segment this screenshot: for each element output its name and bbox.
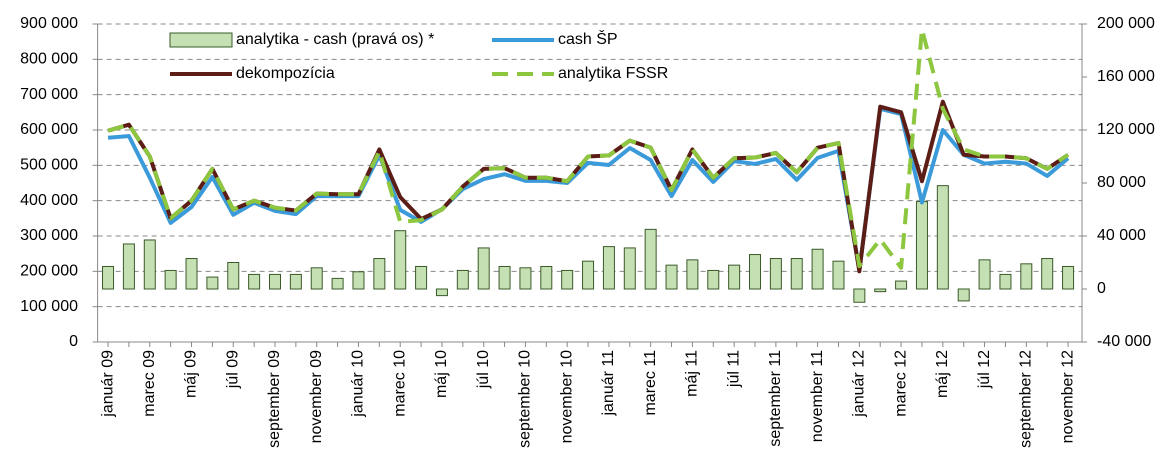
bar [707,269,720,290]
y-tick-label: 800 000 [20,51,78,68]
bar [769,258,782,290]
bar [143,239,156,290]
x-tick-label: máj 10 [433,350,450,398]
y-tick-label: 200 000 [20,263,78,280]
x-tick-label: máj 11 [684,350,701,397]
bar [561,269,574,290]
y-tick-label: 300 000 [20,227,78,244]
x-tick-label: január 10 [350,350,367,418]
bar [185,258,198,290]
x-tick-label: september 11 [767,350,784,447]
bar [915,201,928,290]
y2-tick-label: 80 000 [1097,174,1146,191]
bar [519,267,532,290]
bar [582,260,595,290]
x-tick-label: marec 11 [642,350,659,416]
x-tick-label: júl 09 [224,350,241,389]
legend-label: analytika FSSR [558,65,668,82]
bar [644,228,657,290]
bar [790,258,803,290]
bar [623,247,636,290]
bar [498,265,511,290]
x-tick-label: september 12 [1018,350,1035,448]
x-tick-label: máj 09 [183,350,200,398]
y-tick-label: 100 000 [20,298,78,315]
bar [102,265,115,290]
bar [749,254,762,290]
bar [394,230,407,290]
y2-tick-label: 160 000 [1097,68,1155,85]
y-tick-label: 600 000 [20,121,78,138]
bar [936,185,949,290]
y2-tick-label: -40 000 [1097,333,1151,350]
x-tick-label: marec 09 [141,350,158,417]
bar [895,280,908,290]
y2-tick-label: 0 [1097,280,1106,297]
x-tick-label: november 12 [1059,350,1076,443]
bar [978,259,991,290]
bar [456,269,469,290]
x-tick-label: november 09 [308,350,325,443]
bar [999,273,1012,290]
x-tick-label: marec 12 [892,350,909,417]
bar [853,288,866,303]
y-tick-label: 0 [69,333,78,350]
x-tick-label: júl 12 [976,350,993,389]
bar [1020,263,1033,290]
bar [1062,265,1075,290]
x-tick-label: september 09 [266,350,283,448]
x-tick-label: júl 10 [475,350,492,389]
x-tick-label: november 11 [809,350,826,442]
bar [310,267,323,290]
y2-tick-label: 200 000 [1097,15,1155,32]
bar [122,243,135,290]
legend-label: dekompozícia [236,65,335,82]
x-tick-label: marec 10 [391,350,408,417]
bar [289,273,302,290]
bar [352,271,365,290]
bar [248,273,261,290]
x-tick-label: január 09 [99,350,116,418]
y2-tick-label: 120 000 [1097,121,1155,138]
bar [268,273,281,290]
x-tick-label: máj 12 [934,350,951,398]
x-tick-label: november 10 [558,350,575,443]
y-tick-label: 500 000 [20,157,78,174]
bar [373,258,386,290]
bar [331,277,344,290]
bar [227,262,240,290]
bar [1041,258,1054,290]
bar [665,264,678,290]
bar [435,288,448,297]
bar [164,269,177,290]
x-tick-label: január 11 [600,350,617,417]
legend-label: analytika - cash (pravá os) * [236,31,434,48]
bar [686,259,699,290]
bar [874,288,887,293]
y-tick-label: 900 000 [20,15,78,32]
x-tick-label: september 10 [517,350,534,448]
bar [957,288,970,302]
y-tick-label: 700 000 [20,86,78,103]
legend-swatch [169,32,233,48]
legend-label: cash ŠP [558,29,618,48]
bar [832,260,845,290]
line [107,27,1070,270]
bar [477,247,490,290]
y-tick-label: 400 000 [20,192,78,209]
bar [811,248,824,290]
bar [602,246,615,290]
y2-tick-label: 40 000 [1097,227,1146,244]
bar [728,264,741,290]
bar [540,265,553,290]
bar [206,276,219,290]
x-tick-label: júl 11 [725,350,742,388]
line [107,106,1070,272]
bar [415,265,428,290]
x-tick-label: január 12 [851,350,868,418]
